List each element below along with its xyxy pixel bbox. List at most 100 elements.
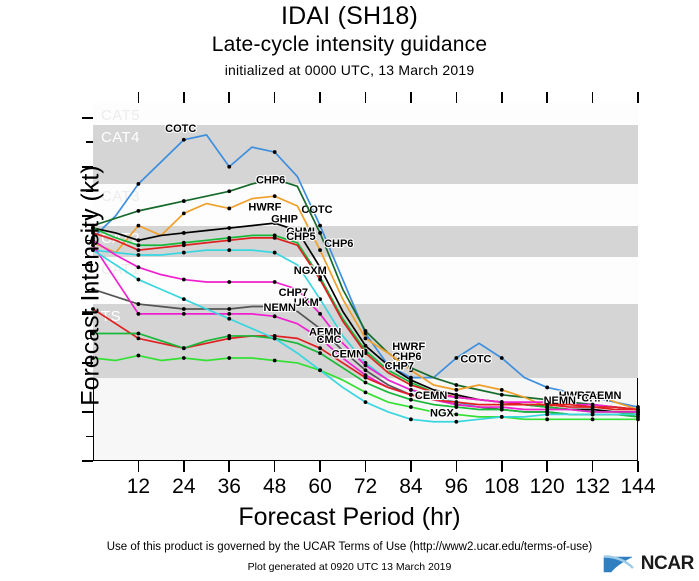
series-marker <box>454 387 459 392</box>
series-marker <box>454 419 459 424</box>
series-label-nemn: NEMN <box>264 302 296 314</box>
series-marker <box>318 248 322 253</box>
series-cotc: COTC COTC COTC <box>91 122 640 409</box>
series-marker <box>409 368 413 373</box>
series-label-cotc: COTC <box>301 204 332 216</box>
series-marker <box>363 368 368 373</box>
x-tick-top <box>228 92 231 103</box>
x-tick-label: 72 <box>353 475 378 498</box>
series-marker <box>181 311 186 316</box>
x-tick-top <box>364 92 367 103</box>
series-marker <box>91 231 95 235</box>
series-marker <box>590 412 595 417</box>
series-marker <box>409 383 413 387</box>
x-tick-label: 132 <box>575 475 611 498</box>
y-tick-minor <box>86 435 93 438</box>
series-marker <box>136 243 141 248</box>
series-marker <box>181 250 186 255</box>
series-marker <box>454 405 459 409</box>
series-label-cemn: CEMN <box>332 348 364 360</box>
x-tick <box>455 461 458 472</box>
series-marker <box>363 351 368 356</box>
series-marker <box>91 331 95 336</box>
series-marker <box>636 412 640 417</box>
series-marker <box>136 265 141 270</box>
series-marker <box>409 417 413 422</box>
series-marker <box>181 356 186 360</box>
series-label-aemn: AEMN <box>589 390 621 402</box>
series-marker <box>454 383 459 387</box>
x-tick <box>137 461 140 472</box>
series-marker <box>318 346 322 351</box>
series-label-ghmi: GHMI <box>286 226 315 238</box>
series-label-hwrf: HWRF <box>559 390 592 402</box>
series-marker <box>590 390 595 395</box>
series-marker <box>363 380 368 385</box>
series-marker <box>181 211 186 216</box>
series-marker <box>318 223 322 228</box>
series-marker <box>227 334 232 338</box>
series-marker <box>91 307 95 311</box>
y-tick <box>82 264 93 266</box>
series-marker <box>227 356 232 360</box>
x-tick-top <box>455 92 458 103</box>
series-marker <box>409 397 413 402</box>
y-tick <box>82 116 93 119</box>
initialization-time: initialized at 0000 UTC, 13 March 2019 <box>224 62 475 78</box>
series-marker <box>272 250 277 255</box>
series-marker <box>227 311 232 316</box>
series-marker <box>363 400 368 405</box>
series-cmc: CMC <box>91 331 640 419</box>
x-tick <box>364 461 367 472</box>
series-marker <box>545 385 550 390</box>
x-tick-label: 120 <box>529 475 565 498</box>
series-marker <box>318 277 322 282</box>
y-tick <box>82 362 93 364</box>
series-label-ngx: NGX <box>430 407 455 419</box>
x-tick <box>228 461 231 472</box>
series-label-hwrf: HWRF <box>392 341 425 353</box>
y-tick-minor <box>86 239 93 242</box>
x-tick-label: 108 <box>484 475 520 498</box>
series-label-hwrf: HWRF <box>248 201 281 213</box>
x-tick <box>546 461 548 472</box>
x-tick-label: 84 <box>399 475 423 498</box>
series-marker <box>136 253 141 257</box>
x-tick <box>500 461 503 472</box>
generated-timestamp: Plot generated at 0920 UTC 13 March 2019 <box>247 561 452 573</box>
series-marker <box>272 194 277 199</box>
series-label-chp7: CHP7 <box>279 287 308 299</box>
y-tick <box>82 214 93 217</box>
series-marker <box>91 287 95 292</box>
series-label-ukm: UKM <box>294 297 319 309</box>
category-band-cat3 <box>93 183 638 226</box>
x-tick-top <box>500 92 503 103</box>
series-marker <box>227 238 232 243</box>
x-tick-top <box>319 92 321 103</box>
series-marker <box>136 182 141 186</box>
series-marker <box>227 316 232 321</box>
series-marker <box>363 390 368 395</box>
series-marker <box>454 395 459 400</box>
series-marker <box>136 208 141 213</box>
series-marker <box>136 238 141 243</box>
ncar-logo: NCAR <box>602 552 696 576</box>
series-marker <box>318 231 322 235</box>
x-tick-top <box>273 92 276 103</box>
series-label-chp5: CHP5 <box>286 231 315 243</box>
x-tick-top <box>637 92 639 103</box>
series-label-chp7: CHP7 <box>581 393 610 405</box>
series-marker <box>454 400 459 405</box>
y-tick <box>82 411 93 413</box>
x-tick <box>273 461 276 472</box>
series-marker <box>545 402 550 407</box>
series-label-ghip: GHIP <box>271 214 298 226</box>
ncar-swoosh-icon <box>603 555 634 573</box>
series-marker <box>409 405 413 409</box>
series-marker <box>318 351 322 356</box>
x-tick-label: 36 <box>217 475 241 498</box>
series-marker <box>272 280 277 284</box>
series-marker <box>136 248 141 253</box>
